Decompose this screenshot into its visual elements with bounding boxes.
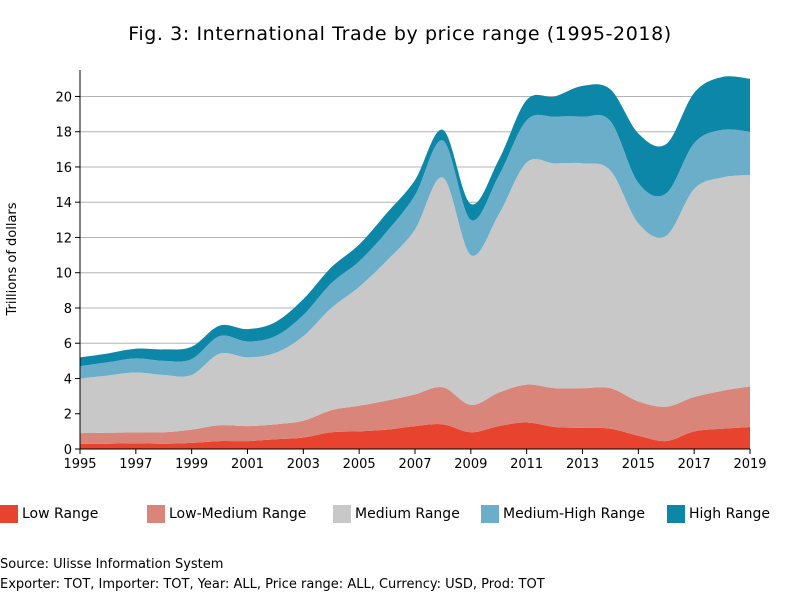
x-tick-label: 2007 xyxy=(398,457,431,472)
stacked-areas xyxy=(80,76,750,449)
x-tick-label: 2019 xyxy=(733,457,766,472)
params-text: Exporter: TOT, Importer: TOT, Year: ALL,… xyxy=(0,577,545,592)
y-tick-label: 2 xyxy=(64,408,72,423)
x-tick-label: 1995 xyxy=(63,457,96,472)
source-text: Source: Ulisse Information System xyxy=(0,557,224,572)
legend-swatch xyxy=(667,505,685,523)
legend-label: High Range xyxy=(689,506,770,522)
y-tick-label: 18 xyxy=(55,126,72,141)
x-tick-label: 2015 xyxy=(622,457,655,472)
y-tick-label: 12 xyxy=(55,231,72,246)
y-tick-label: 10 xyxy=(55,267,72,282)
legend-item-low-range: Low Range xyxy=(0,505,98,523)
legend-swatch xyxy=(147,505,165,523)
legend-item-high-range: High Range xyxy=(667,505,770,523)
y-tick-labels: 0 2 4 6 8 10 12 14 16 18 20 xyxy=(55,90,80,458)
legend: Low Range Low-Medium Range Medium Range Med… xyxy=(0,505,800,525)
y-tick-label: 14 xyxy=(55,196,72,211)
y-tick-label: 8 xyxy=(64,302,72,317)
x-tick-label: 1997 xyxy=(119,457,152,472)
x-tick-label: 2003 xyxy=(287,457,320,472)
y-axis-label: Trillions of dollars xyxy=(5,202,20,316)
x-tick-label: 2001 xyxy=(231,457,264,472)
x-tick-label: 1999 xyxy=(175,457,208,472)
y-tick-label: 6 xyxy=(64,337,72,352)
legend-swatch xyxy=(481,505,499,523)
x-tick-label: 2009 xyxy=(454,457,487,472)
y-tick-label: 4 xyxy=(64,372,72,387)
legend-label: Medium-High Range xyxy=(503,506,646,522)
legend-label: Low-Medium Range xyxy=(169,506,307,522)
legend-label: Medium Range xyxy=(355,506,460,522)
x-tick-labels: 1995 1997 1999 2001 2003 2005 2007 2009 2011 2013… xyxy=(63,449,767,472)
legend-item-medium-high-range: Medium-High Range xyxy=(481,505,645,523)
legend-swatch xyxy=(333,505,351,523)
area-low-medium-range xyxy=(80,384,750,444)
y-tick-label: 20 xyxy=(55,90,72,105)
area-low-range xyxy=(80,422,750,449)
x-tick-label: 2005 xyxy=(343,457,376,472)
y-tick-label: 0 xyxy=(64,443,72,458)
y-tick-label: 16 xyxy=(55,161,72,176)
x-tick-label: 2013 xyxy=(566,457,599,472)
legend-swatch xyxy=(0,505,18,523)
legend-item-low-medium-range: Low-Medium Range xyxy=(147,505,306,523)
area-medium-range xyxy=(80,158,750,434)
legend-item-medium-range: Medium Range xyxy=(333,505,460,523)
chart-title: Fig. 3: International Trade by price ran… xyxy=(128,23,672,45)
x-tick-label: 2017 xyxy=(678,457,711,472)
x-tick-label: 2011 xyxy=(510,457,543,472)
legend-label: Low Range xyxy=(22,506,99,522)
